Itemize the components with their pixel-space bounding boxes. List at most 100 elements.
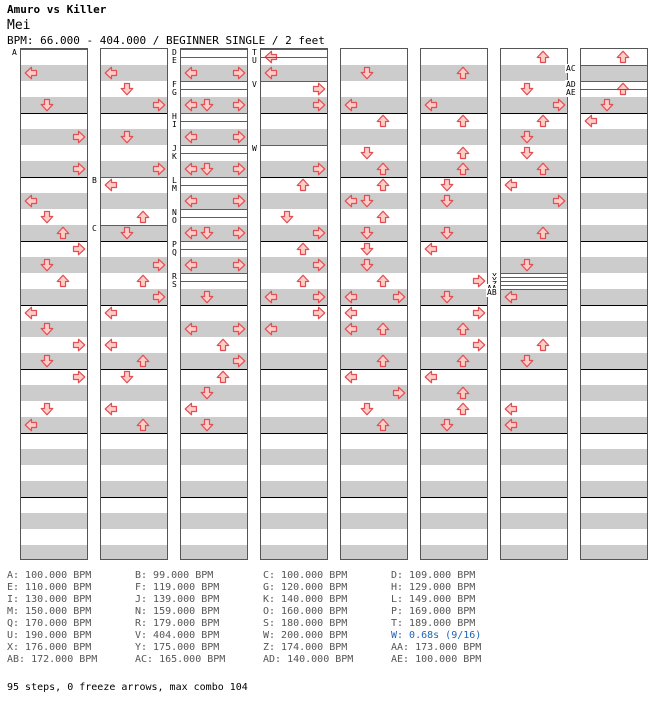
arrow-icon <box>376 322 390 336</box>
bpm-change-line <box>581 81 647 82</box>
arrow-icon <box>312 226 326 240</box>
bpm-entry: B: 99.000 BPM <box>135 570 214 581</box>
arrow-icon <box>232 322 246 336</box>
arrow-icon <box>264 322 278 336</box>
arrow-icon <box>40 354 54 368</box>
arrow-icon <box>152 162 166 176</box>
chart-column-6 <box>420 48 488 560</box>
chart-column-5 <box>340 48 408 560</box>
bpm-change-marker: R <box>171 272 178 281</box>
arrow-icon <box>312 258 326 272</box>
arrow-icon <box>24 418 38 432</box>
arrow-icon <box>360 226 374 240</box>
arrow-icon <box>344 98 358 112</box>
arrow-icon <box>152 290 166 304</box>
bpm-change-line <box>181 57 247 58</box>
measure-line <box>21 113 87 114</box>
bpm-entry: R: 179.000 BPM <box>135 618 220 629</box>
arrow-icon <box>472 338 486 352</box>
bpm-entry: A: 100.000 BPM <box>7 570 92 581</box>
arrow-icon <box>392 290 406 304</box>
arrow-icon <box>120 370 134 384</box>
arrow-icon <box>504 418 518 432</box>
arrow-icon <box>232 258 246 272</box>
arrow-icon <box>360 258 374 272</box>
measure-line <box>21 497 87 498</box>
chart-column-2 <box>100 48 168 560</box>
arrow-icon <box>104 306 118 320</box>
arrow-icon <box>184 402 198 416</box>
arrow-icon <box>536 162 550 176</box>
measure-line <box>501 497 567 498</box>
arrow-icon <box>360 146 374 160</box>
bpm-change-line <box>581 89 647 90</box>
bpm-change-line <box>21 49 87 50</box>
bpm-change-line <box>181 81 247 82</box>
measure-line <box>341 369 407 370</box>
bpm-change-line <box>181 241 247 242</box>
arrow-icon <box>504 290 518 304</box>
arrow-icon <box>232 130 246 144</box>
arrow-icon <box>200 162 214 176</box>
arrow-icon <box>24 306 38 320</box>
arrow-icon <box>344 322 358 336</box>
chart-column-7 <box>500 48 568 560</box>
bpm-change-line <box>181 121 247 122</box>
measure-line <box>421 113 487 114</box>
bpm-change-marker: W <box>251 144 258 153</box>
arrow-icon <box>200 418 214 432</box>
arrow-icon <box>152 258 166 272</box>
measure-line <box>421 305 487 306</box>
arrow-icon <box>456 146 470 160</box>
arrow-icon <box>184 322 198 336</box>
arrow-icon <box>440 178 454 192</box>
bpm-change-marker: V <box>251 80 258 89</box>
measure-line <box>421 241 487 242</box>
arrow-icon <box>104 402 118 416</box>
arrow-icon <box>40 210 54 224</box>
measure-line <box>501 241 567 242</box>
arrow-icon <box>344 306 358 320</box>
arrow-icon <box>312 162 326 176</box>
arrow-icon <box>184 162 198 176</box>
bpm-entry: C: 100.000 BPM <box>263 570 348 581</box>
arrow-icon <box>424 370 438 384</box>
arrow-icon <box>136 418 150 432</box>
arrow-icon <box>200 386 214 400</box>
arrow-icon <box>456 114 470 128</box>
measure-line <box>341 241 407 242</box>
measure-line <box>421 369 487 370</box>
arrow-icon <box>312 82 326 96</box>
arrow-icon <box>280 210 294 224</box>
arrow-icon <box>456 162 470 176</box>
arrow-icon <box>40 402 54 416</box>
arrow-icon <box>120 226 134 240</box>
arrow-icon <box>216 338 230 352</box>
bpm-change-line <box>501 285 567 286</box>
bpm-entry: Y: 175.000 BPM <box>135 642 220 653</box>
bpm-entry: J: 139.000 BPM <box>135 594 220 605</box>
bpm-change-line <box>501 289 567 290</box>
bpm-change-line <box>181 209 247 210</box>
arrow-icon <box>296 274 310 288</box>
arrow-icon <box>360 402 374 416</box>
bpm-entry: W: 200.000 BPM <box>263 630 348 641</box>
bpm-change-marker: L <box>171 176 178 185</box>
bpm-entry: F: 119.000 BPM <box>135 582 220 593</box>
measure-line <box>581 433 647 434</box>
bpm-change-line <box>181 249 247 250</box>
arrow-icon <box>136 210 150 224</box>
measure-line <box>341 433 407 434</box>
measure-line <box>261 113 327 114</box>
bpm-change-marker: U <box>251 56 258 65</box>
bpm-change-marker: O <box>171 216 178 225</box>
bpm-entry: P: 169.000 BPM <box>391 606 476 617</box>
bpm-change-line <box>581 65 647 66</box>
bpm-entry: Z: 174.000 BPM <box>263 642 348 653</box>
arrow-icon <box>72 242 86 256</box>
bpm-entry: AB: 172.000 BPM <box>7 654 98 665</box>
arrow-icon <box>24 194 38 208</box>
measure-line <box>341 305 407 306</box>
measure-line <box>261 497 327 498</box>
arrow-icon <box>184 130 198 144</box>
